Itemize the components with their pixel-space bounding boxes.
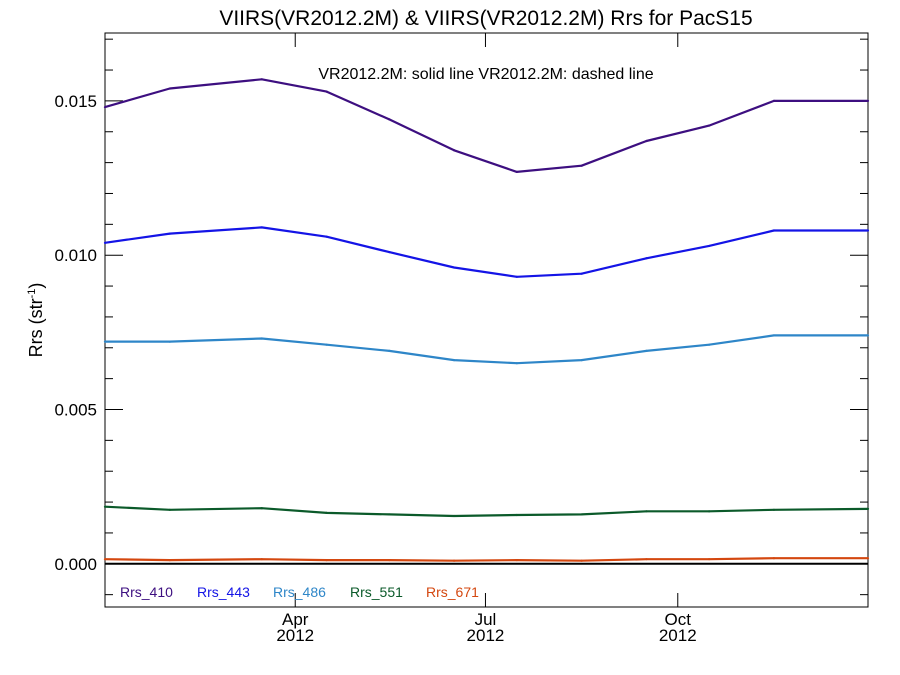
data-point (388, 251, 391, 254)
x-tick-label-month: Oct (665, 610, 692, 629)
data-point (452, 266, 456, 269)
x-tick-label-month: Jul (475, 610, 497, 629)
data-point (645, 510, 648, 513)
data-point (388, 349, 391, 352)
data-point (515, 170, 518, 173)
data-point (645, 558, 648, 561)
data-point (645, 257, 648, 260)
y-axis-label-close: ) (26, 283, 46, 289)
data-point (103, 505, 107, 508)
data-point (772, 557, 776, 560)
legend-entry: Rrs_410 (120, 584, 173, 600)
data-point (708, 244, 711, 248)
data-point (515, 362, 518, 365)
legend-entry: Rrs_486 (273, 584, 326, 600)
data-point (515, 513, 518, 517)
data-point (452, 559, 456, 562)
x-tick-label-year: 2012 (276, 626, 314, 645)
data-point (452, 359, 456, 362)
series-line-rrs-410 (104, 78, 868, 173)
legend-entry: Rrs_443 (197, 584, 250, 600)
legend-entry: Rrs_671 (426, 584, 479, 600)
y-tick-label: 0.000 (54, 555, 97, 574)
data-point (645, 139, 648, 143)
series-line-rrs-486 (105, 334, 868, 365)
data-point (580, 513, 583, 516)
data-point (168, 232, 171, 235)
data-point (260, 507, 263, 510)
data-point (260, 78, 263, 81)
legend-entry: Rrs_551 (350, 584, 403, 600)
data-point (866, 99, 870, 102)
data-point (580, 272, 583, 275)
data-point (168, 508, 171, 511)
y-axis-label-sup: -1 (26, 289, 38, 299)
data-point (645, 349, 648, 352)
data-point (388, 118, 391, 121)
data-point (260, 337, 263, 340)
data-point (452, 514, 456, 518)
data-point (103, 105, 107, 109)
data-point (325, 558, 328, 562)
y-tick-label: 0.015 (54, 92, 97, 111)
series-line-rrs-443 (104, 226, 868, 278)
data-point (515, 275, 518, 278)
data-point (708, 558, 711, 561)
data-point (708, 510, 711, 513)
plot-frame (104, 32, 869, 608)
data-point (325, 90, 328, 93)
series-line-rrs-551 (104, 505, 869, 518)
y-tick-label: 0.005 (54, 400, 97, 419)
data-point (772, 99, 776, 102)
data-point (260, 558, 263, 561)
chart-title: VIIRS(VR2012.2M) & VIIRS(VR2012.2M) Rrs … (219, 7, 752, 30)
data-point (866, 557, 870, 560)
data-point (168, 558, 171, 562)
data-point (708, 124, 711, 127)
data-point (515, 558, 518, 562)
x-tick-label-year: 2012 (467, 626, 505, 645)
data-point (168, 87, 171, 90)
data-point (708, 343, 711, 346)
data-point (103, 241, 107, 244)
data-point (260, 226, 263, 229)
x-tick-label-month: Apr (282, 610, 309, 629)
data-point (388, 558, 391, 562)
series-line-rrs-671 (104, 557, 868, 562)
data-point (103, 558, 107, 561)
data-point (580, 559, 583, 562)
data-point (772, 334, 776, 337)
y-axis-label-main: Rrs (str (26, 298, 46, 357)
data-point (452, 149, 456, 152)
x-tick-label-year: 2012 (659, 626, 697, 645)
plot-layer: 0.0000.0050.0100.015Apr2012Jul2012Oct201… (54, 32, 870, 645)
data-point (325, 511, 328, 514)
data-point (325, 343, 328, 346)
data-point (866, 334, 870, 337)
data-point (580, 359, 583, 362)
data-point (103, 340, 107, 343)
y-axis-label: Rrs (str-1) (26, 283, 46, 358)
data-point (866, 507, 870, 510)
data-point (772, 229, 776, 232)
data-point (325, 235, 328, 238)
data-point (168, 340, 171, 343)
data-point (388, 513, 391, 516)
chart-annotation: VR2012.2M: solid line VR2012.2M: dashed … (318, 66, 653, 83)
y-tick-label: 0.010 (54, 246, 97, 265)
data-point (772, 508, 776, 511)
data-point (866, 229, 870, 232)
data-point (580, 164, 583, 167)
